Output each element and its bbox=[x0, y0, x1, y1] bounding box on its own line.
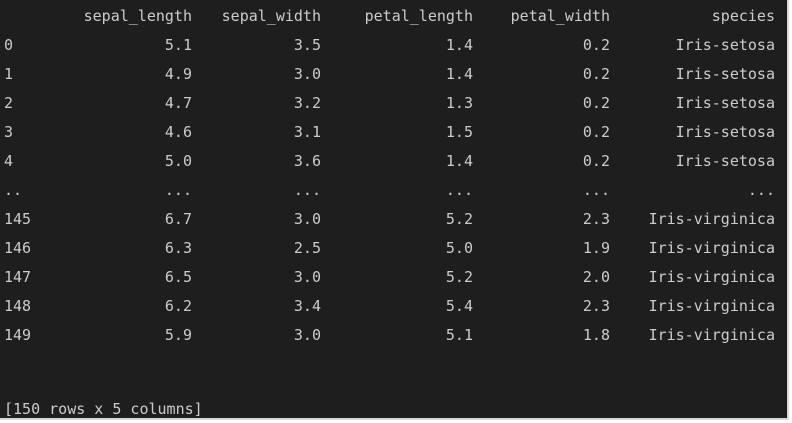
cell-petal-width: 2.0 bbox=[582, 268, 610, 286]
cell-petal-length: 5.0 bbox=[445, 239, 473, 257]
dataframe-header-row: sepal_length sepal_width petal_length pe… bbox=[0, 2, 787, 31]
cell-petal-length: 5.1 bbox=[445, 326, 473, 344]
cell-sepal-width: 2.5 bbox=[293, 239, 321, 257]
cell-sepal-width: 3.5 bbox=[293, 36, 321, 54]
row-index: 145 bbox=[4, 210, 32, 228]
cell-sepal-width: 3.0 bbox=[293, 210, 321, 228]
cell-sepal-length: ... bbox=[164, 181, 192, 199]
table-row: 146 6.3 2.5 5.0 1.9 Iris-virginica bbox=[0, 234, 787, 263]
cell-species: Iris-virginica bbox=[648, 268, 775, 286]
cell-sepal-length: 5.0 bbox=[164, 152, 192, 170]
cell-petal-width: ... bbox=[582, 181, 610, 199]
cell-sepal-length: 5.9 bbox=[164, 326, 192, 344]
cell-petal-length: 1.5 bbox=[445, 123, 473, 141]
cell-species: ... bbox=[747, 181, 775, 199]
cell-petal-length: 1.4 bbox=[445, 65, 473, 83]
cell-species: Iris-setosa bbox=[675, 94, 775, 112]
cell-petal-width: 2.3 bbox=[582, 210, 610, 228]
table-row: 147 6.5 3.0 5.2 2.0 Iris-virginica bbox=[0, 263, 787, 292]
cell-petal-width: 0.2 bbox=[582, 36, 610, 54]
row-index: 0 bbox=[4, 36, 14, 54]
table-row: 148 6.2 3.4 5.4 2.3 Iris-virginica bbox=[0, 292, 787, 321]
cell-petal-length: 5.4 bbox=[445, 297, 473, 315]
cell-petal-width: 1.8 bbox=[582, 326, 610, 344]
cell-sepal-width: 3.1 bbox=[293, 123, 321, 141]
column-header-sepal-width: sepal_width bbox=[221, 7, 321, 25]
column-header-petal-length: petal_length bbox=[364, 7, 473, 25]
row-index: 147 bbox=[4, 268, 32, 286]
cell-sepal-width: 3.0 bbox=[293, 326, 321, 344]
cell-petal-length: 1.4 bbox=[445, 36, 473, 54]
cell-sepal-width: 3.6 bbox=[293, 152, 321, 170]
cell-sepal-width: 3.0 bbox=[293, 65, 321, 83]
cell-sepal-length: 6.2 bbox=[164, 297, 192, 315]
row-index: 1 bbox=[4, 65, 14, 83]
row-index: 2 bbox=[4, 94, 14, 112]
column-header-species: species bbox=[711, 7, 775, 25]
cell-petal-width: 0.2 bbox=[582, 65, 610, 83]
table-row: 1 4.9 3.0 1.4 0.2 Iris-setosa bbox=[0, 60, 787, 89]
cell-sepal-length: 5.1 bbox=[164, 36, 192, 54]
cell-petal-length: ... bbox=[445, 181, 473, 199]
cell-sepal-width: ... bbox=[293, 181, 321, 199]
cell-sepal-width: 3.4 bbox=[293, 297, 321, 315]
cell-petal-length: 1.3 bbox=[445, 94, 473, 112]
cell-species: Iris-setosa bbox=[675, 152, 775, 170]
row-index: 148 bbox=[4, 297, 32, 315]
cell-species: Iris-setosa bbox=[675, 65, 775, 83]
cell-sepal-length: 4.6 bbox=[164, 123, 192, 141]
cell-species: Iris-setosa bbox=[675, 36, 775, 54]
cell-petal-length: 1.4 bbox=[445, 152, 473, 170]
cell-sepal-width: 3.2 bbox=[293, 94, 321, 112]
table-row: 2 4.7 3.2 1.3 0.2 Iris-setosa bbox=[0, 89, 787, 118]
cell-petal-length: 5.2 bbox=[445, 210, 473, 228]
cell-species: Iris-virginica bbox=[648, 210, 775, 228]
cell-petal-width: 0.2 bbox=[582, 152, 610, 170]
table-row: 4 5.0 3.6 1.4 0.2 Iris-setosa bbox=[0, 147, 787, 176]
cell-species: Iris-virginica bbox=[648, 297, 775, 315]
cell-petal-width: 2.3 bbox=[582, 297, 610, 315]
row-index: 146 bbox=[4, 239, 32, 257]
cell-sepal-length: 6.3 bbox=[164, 239, 192, 257]
cell-petal-length: 5.2 bbox=[445, 268, 473, 286]
table-row: ................. bbox=[0, 176, 787, 205]
row-index: 149 bbox=[4, 326, 32, 344]
cell-sepal-width: 3.0 bbox=[293, 268, 321, 286]
table-row: 145 6.7 3.0 5.2 2.3 Iris-virginica bbox=[0, 205, 787, 234]
table-row: 0 5.1 3.5 1.4 0.2 Iris-setosa bbox=[0, 31, 787, 60]
table-row: 149 5.9 3.0 5.1 1.8 Iris-virginica bbox=[0, 321, 787, 350]
column-header-sepal-length: sepal_length bbox=[83, 7, 192, 25]
cell-sepal-length: 6.5 bbox=[164, 268, 192, 286]
cell-species: Iris-setosa bbox=[675, 123, 775, 141]
cell-species: Iris-virginica bbox=[648, 239, 775, 257]
cell-petal-width: 0.2 bbox=[582, 94, 610, 112]
cell-petal-width: 0.2 bbox=[582, 123, 610, 141]
table-row: 3 4.6 3.1 1.5 0.2 Iris-setosa bbox=[0, 118, 787, 147]
row-index: 4 bbox=[4, 152, 14, 170]
cell-species: Iris-virginica bbox=[648, 326, 775, 344]
dataframe-shape-summary: [150 rows x 5 columns] bbox=[4, 400, 203, 418]
row-index: .. bbox=[4, 181, 23, 199]
column-header-petal-width: petal_width bbox=[510, 7, 610, 25]
cell-sepal-length: 4.7 bbox=[164, 94, 192, 112]
cell-sepal-length: 6.7 bbox=[164, 210, 192, 228]
row-index: 3 bbox=[4, 123, 14, 141]
cell-petal-width: 1.9 bbox=[582, 239, 610, 257]
cell-sepal-length: 4.9 bbox=[164, 65, 192, 83]
